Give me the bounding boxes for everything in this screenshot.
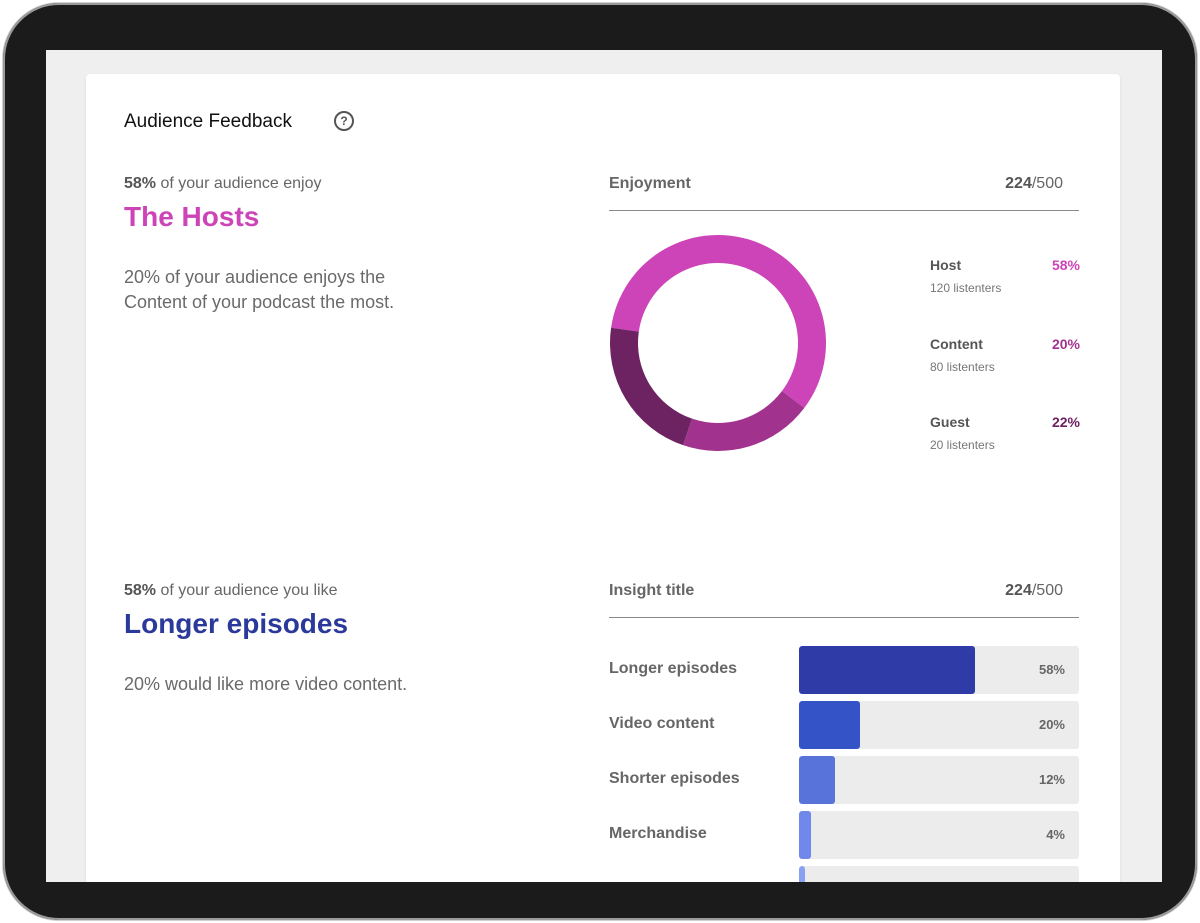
insight-label: Insight title	[609, 582, 695, 599]
bar-fill	[799, 756, 836, 804]
legend-guest-sub: 20 listenters	[930, 438, 995, 452]
section1-body: 20% of your audience enjoys the Content …	[124, 267, 395, 312]
enjoyment-label: Enjoyment	[609, 175, 691, 192]
bar-track: 4%	[799, 811, 1079, 859]
bar-value-label: 12%	[1038, 772, 1065, 787]
donut-slice-content	[682, 391, 805, 451]
legend-host-sub: 120 listenters	[930, 281, 1002, 295]
section1-headline: The Hosts	[124, 201, 260, 232]
legend-content-name: Content	[930, 336, 983, 352]
bar-label: Merchandise	[609, 825, 707, 842]
bar-fill	[799, 646, 976, 694]
bar-value-label: 4%	[1046, 827, 1065, 842]
bar-fill	[799, 866, 806, 882]
legend-content-sub: 80 listenters	[930, 360, 995, 374]
section2-headline: Longer episodes	[124, 608, 349, 639]
bar-track: 58%	[799, 646, 1079, 694]
section1-lead-pct: 58%	[124, 175, 157, 192]
donut-slice-guest	[610, 327, 693, 446]
bar-label: Longer episodes	[609, 660, 738, 677]
legend-guest-pct: 22%	[1051, 414, 1080, 430]
bar-row: Merchandise 4%	[609, 811, 1079, 859]
section2-lead-text: of your audience you like	[156, 582, 338, 599]
donut-slice-host	[611, 235, 826, 408]
help-icon[interactable]: ?	[334, 111, 354, 131]
bar-row: Longer episodes 58%	[609, 646, 1079, 694]
insight-count: 224/500	[1005, 582, 1063, 599]
bar-value-label: 20%	[1038, 717, 1065, 732]
legend-guest-name: Guest	[930, 414, 970, 430]
screen: Audience Feedback ? 58% of your audience…	[46, 50, 1162, 882]
insight-panel-header: Insight title 224/500	[609, 582, 1079, 618]
card-title: Audience Feedback	[124, 111, 292, 132]
bar-track: 12%	[799, 756, 1079, 804]
bar-row: Video content 20%	[609, 701, 1079, 749]
bar-row: Shorter episodes 12%	[609, 756, 1079, 804]
tablet-frame: Audience Feedback ? 58% of your audience…	[3, 3, 1197, 920]
bar-track	[799, 866, 1079, 882]
enjoyment-count: 224/500	[1005, 175, 1063, 192]
section2-body: 20% would like more video content.	[124, 674, 408, 694]
bar-row	[609, 866, 1079, 882]
bar-track: 20%	[799, 701, 1079, 749]
section2-lead: 58% of your audience you like	[124, 582, 337, 600]
enjoyment-donut-chart	[610, 235, 826, 451]
bar-fill	[799, 811, 812, 859]
legend-host-name: Host	[930, 257, 962, 273]
audience-feedback-card: Audience Feedback ? 58% of your audience…	[86, 74, 1120, 882]
legend-host-pct: 58%	[1051, 257, 1080, 273]
bar-label: Video content	[609, 715, 715, 732]
bar-label: Shorter episodes	[609, 770, 740, 787]
legend-content-pct: 20%	[1051, 336, 1080, 352]
section1-lead-text: of your audience enjoy	[156, 175, 322, 192]
section2-lead-pct: 58%	[124, 582, 157, 599]
bar-fill	[799, 701, 860, 749]
enjoyment-panel-header: Enjoyment 224/500	[609, 175, 1079, 211]
section1-lead: 58% of your audience enjoy	[124, 175, 321, 193]
bar-value-label: 58%	[1038, 662, 1065, 677]
